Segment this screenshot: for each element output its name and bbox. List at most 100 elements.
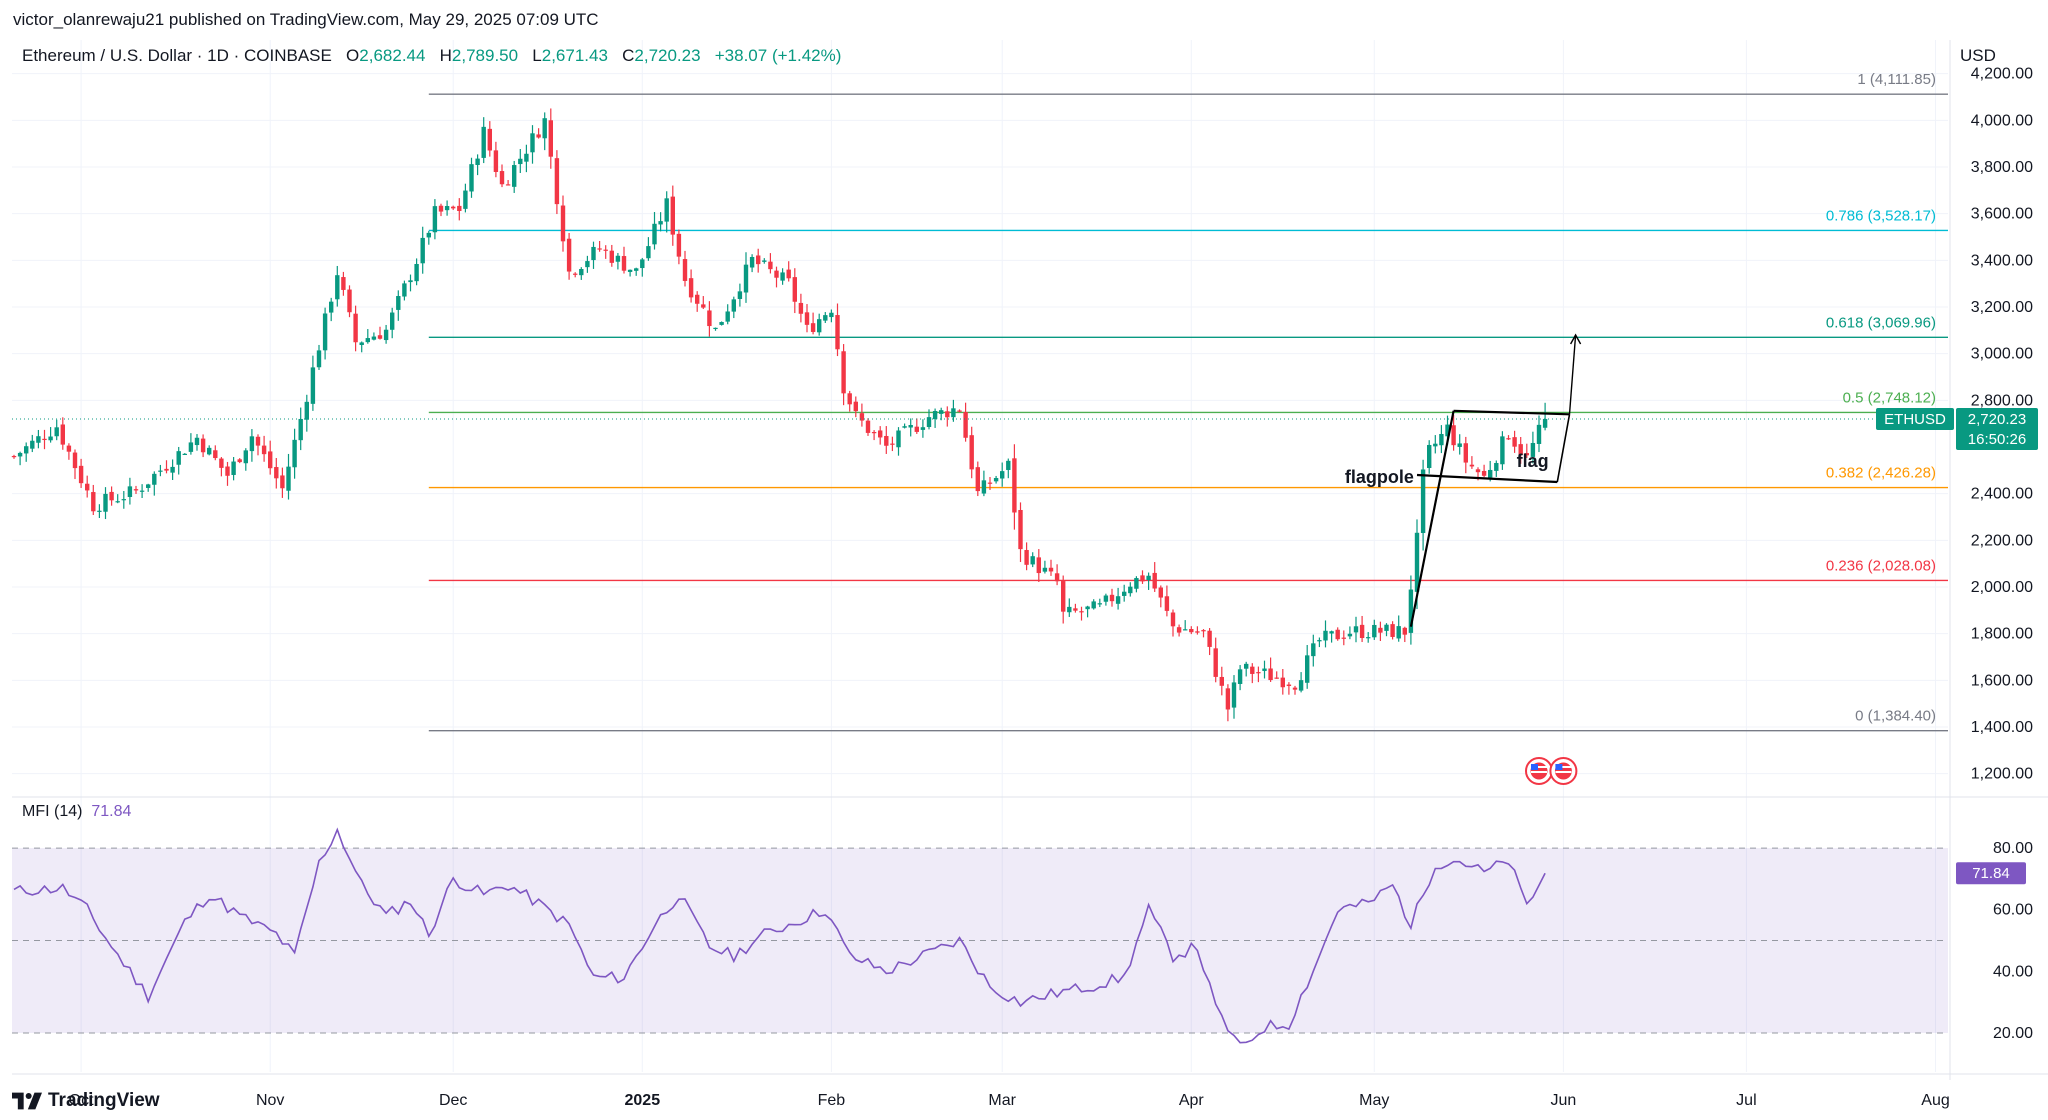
candle-body: [1000, 471, 1005, 479]
candle-body: [682, 259, 688, 281]
candle-body: [1048, 567, 1054, 572]
candle-body: [243, 450, 248, 464]
candle-body: [1518, 444, 1523, 455]
candle-body: [213, 450, 218, 459]
fib-level-label: 0.786 (3,528.17): [1826, 207, 1936, 224]
candle-body: [823, 315, 828, 321]
candle-body: [1250, 666, 1255, 674]
candle-body: [731, 299, 736, 312]
candle-body: [627, 269, 633, 272]
candle-body: [1311, 643, 1316, 657]
mfi-label: MFI (14): [22, 803, 83, 820]
candle-body: [237, 459, 242, 463]
candle-body: [225, 466, 230, 476]
candle-body: [268, 451, 273, 469]
candle-body: [878, 430, 883, 438]
candle-body: [603, 249, 608, 251]
candle-body: [914, 426, 919, 432]
candle-body: [1329, 631, 1334, 634]
candle-body: [1134, 578, 1139, 589]
candle-body: [1140, 575, 1145, 582]
candle-body: [579, 268, 584, 276]
us-event-icon: [1525, 757, 1553, 785]
candle-body: [182, 453, 187, 456]
fibonacci-retracement[interactable]: 1 (4,111.85) 0.786 (3,528.17) 0.618 (3,069…: [428, 71, 1948, 732]
candle-body: [1170, 612, 1176, 627]
candle-body: [42, 438, 47, 441]
candle-body: [981, 480, 987, 494]
candle-body: [707, 310, 712, 327]
candle-body: [530, 133, 535, 153]
candle-body: [1018, 509, 1023, 550]
candle-body: [963, 412, 968, 438]
symbol-name: Ethereum / U.S. Dollar · 1D · COINBASE: [22, 46, 332, 65]
candle-body: [133, 489, 139, 491]
candle-body: [444, 206, 450, 211]
us-flag-stripe: [1531, 766, 1547, 768]
candle-body: [652, 223, 657, 245]
countdown-text: 16:50:26: [1968, 431, 2026, 448]
symbol-legend[interactable]: Ethereum / U.S. Dollar · 1D · COINBASE O…: [22, 46, 841, 66]
mfi-legend[interactable]: MFI (14) 71.84: [22, 803, 131, 821]
candle-body: [1335, 629, 1340, 640]
candle-body: [573, 273, 578, 275]
projection-arrow-head: [1569, 333, 1582, 345]
candle-body: [798, 302, 804, 314]
candle-body: [658, 221, 663, 225]
high-value: 2,789.50: [451, 46, 519, 65]
candle-body: [756, 255, 761, 265]
candle-body: [1396, 626, 1401, 639]
currency-selector[interactable]: USD: [1960, 46, 1996, 65]
price-tick-label: 1,200.00: [1971, 766, 2033, 783]
candle-body: [146, 484, 151, 488]
candle-body: [188, 442, 194, 452]
candle-body: [304, 401, 309, 420]
candle-body: [585, 261, 590, 268]
candle-body: [1128, 586, 1133, 594]
candle-body: [292, 439, 297, 468]
candle-body: [1067, 606, 1072, 613]
flag-upper-line: [1453, 409, 1570, 416]
candle-body: [420, 237, 425, 264]
candle-body: [1176, 627, 1182, 633]
candle-body: [408, 280, 413, 283]
candle-body: [103, 493, 108, 512]
candle-body: [786, 269, 791, 279]
candle-body: [932, 410, 938, 420]
time-tick-label: Apr: [1179, 1092, 1205, 1109]
candle-body: [200, 438, 206, 453]
drawing-overlay[interactable]: flagpole flag: [12, 333, 1948, 785]
fib-level-label: 0.382 (2,426.28): [1826, 465, 1936, 482]
mfi-pane: 80.00 60.00 40.00 20.00: [12, 827, 2033, 1044]
time-tick-label: Mar: [988, 1092, 1016, 1109]
candle-body: [1427, 444, 1432, 468]
candle-body: [688, 278, 694, 298]
fib-level-label: 0 (1,384.40): [1855, 708, 1936, 725]
candle-body: [1317, 640, 1322, 642]
candle-body: [1012, 458, 1017, 513]
candle-body: [1445, 424, 1450, 437]
candle-body: [1158, 587, 1163, 598]
candle-body: [1433, 443, 1438, 447]
tradingview-logo[interactable]: TradingView: [12, 1090, 160, 1112]
candle-body: [310, 367, 316, 404]
candle-body: [72, 452, 78, 469]
candle-body: [1103, 595, 1109, 602]
time-tick-label: Nov: [256, 1092, 284, 1109]
candle-body: [1006, 460, 1011, 470]
candle-body: [1475, 469, 1481, 473]
candle-body: [481, 126, 486, 158]
candle-body: [1384, 624, 1389, 631]
price-axis[interactable]: 4,200.00 4,000.00 3,800.00 3,600.00 3,400.00…: [1971, 66, 2033, 783]
candle-body: [713, 327, 718, 330]
candle-body: [890, 443, 895, 445]
time-axis[interactable]: Oct Nov Dec 2025 Feb Mar Apr May Jun Jul Aug: [12, 1073, 2048, 1109]
time-tick-label: Aug: [1921, 1092, 1949, 1109]
price-tick-label: 3,400.00: [1971, 252, 2033, 269]
candle-body: [78, 465, 84, 484]
candle-body: [432, 206, 438, 233]
candle-body: [1408, 589, 1414, 633]
candle-body: [286, 466, 291, 491]
candle-body: [115, 501, 120, 503]
